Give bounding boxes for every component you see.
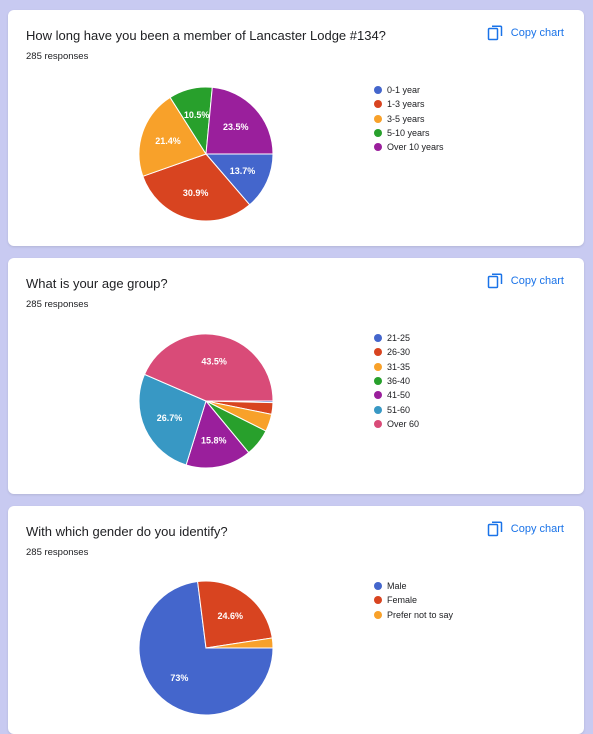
legend-label: 26-30 bbox=[387, 347, 411, 358]
legend-item-31-35: 31-35 bbox=[374, 360, 419, 374]
pie-slice-over-10-years bbox=[205, 86, 274, 155]
legend-label: 5-10 years bbox=[387, 128, 430, 139]
response-count: 285 responses bbox=[26, 299, 89, 310]
legend-swatch bbox=[374, 348, 382, 357]
legend-swatch bbox=[374, 114, 382, 123]
slice-label-female: 24.6% bbox=[217, 611, 243, 621]
slice-label-51-60: 26.7% bbox=[157, 413, 183, 423]
legend-swatch bbox=[374, 377, 382, 386]
legend-item-0-1-year: 0-1 year bbox=[374, 83, 444, 97]
legend-item-over-60: Over 60 bbox=[374, 417, 419, 431]
legend-item-prefer-not-to-say: Prefer not to say bbox=[374, 608, 453, 622]
legend-swatch bbox=[374, 582, 382, 591]
legend-label: 36-40 bbox=[387, 376, 411, 387]
pie-slice-51-60 bbox=[138, 373, 207, 466]
slice-label-over-10-years: 23.5% bbox=[223, 122, 249, 132]
pie-slice-3-5-years bbox=[138, 96, 207, 177]
legend-label: 41-50 bbox=[387, 390, 411, 401]
copy-icon bbox=[487, 273, 503, 289]
copy-chart-label: Copy chart bbox=[510, 27, 564, 39]
copy-chart-label: Copy chart bbox=[510, 275, 564, 287]
card-title: What is your age group? bbox=[26, 276, 168, 291]
slice-label-41-50: 15.8% bbox=[201, 435, 227, 445]
legend-swatch bbox=[374, 143, 382, 152]
copy-chart-button[interactable]: Copy chart bbox=[487, 25, 564, 41]
chart-card-gender: With which gender do you identify? 285 r… bbox=[8, 506, 584, 734]
legend-item-51-60: 51-60 bbox=[374, 402, 419, 416]
pie-slice-1-3-years bbox=[142, 153, 251, 222]
pie-slice-female bbox=[197, 580, 273, 649]
copy-icon bbox=[487, 521, 503, 537]
copy-chart-label: Copy chart bbox=[510, 523, 564, 535]
legend-swatch bbox=[374, 391, 382, 400]
legend-item-5-10-years: 5-10 years bbox=[374, 126, 444, 140]
legend-swatch bbox=[374, 362, 382, 371]
response-count: 285 responses bbox=[26, 547, 89, 558]
legend-label: 0-1 year bbox=[387, 85, 421, 96]
legend-age-group: 21-25 26-30 31-35 36-40 41-50 51-60 Over 60 bbox=[374, 331, 419, 431]
legend-label: 51-60 bbox=[387, 404, 411, 415]
legend-swatch bbox=[374, 405, 382, 414]
pie-slice-prefer-not-to-say bbox=[205, 637, 274, 649]
legend-swatch bbox=[374, 334, 382, 343]
pie-chart-membership: 13.7% 30.9% 21.4% 10.5% 23.5% bbox=[138, 86, 274, 222]
legend-label: Prefer not to say bbox=[387, 609, 454, 620]
legend-membership: 0-1 year 1-3 years 3-5 years 5-10 years Over… bbox=[374, 83, 444, 154]
legend-swatch bbox=[374, 596, 382, 605]
legend-swatch bbox=[374, 86, 382, 95]
copy-icon bbox=[487, 25, 503, 41]
legend-label: 31-35 bbox=[387, 361, 411, 372]
copy-chart-button[interactable]: Copy chart bbox=[487, 521, 564, 537]
legend-label: Over 60 bbox=[387, 418, 420, 429]
legend-item-26-30: 26-30 bbox=[374, 345, 419, 359]
legend-label: 3-5 years bbox=[387, 113, 425, 124]
legend-label: 1-3 years bbox=[387, 99, 425, 110]
pie-slice-41-50 bbox=[185, 399, 250, 469]
legend-item-over-10-years: Over 10 years bbox=[374, 140, 444, 154]
legend-item-21-25: 21-25 bbox=[374, 331, 419, 345]
card-title: How long have you been a member of Lanca… bbox=[26, 28, 386, 43]
slice-label-3-5-years: 21.4% bbox=[155, 136, 181, 146]
legend-label: 21-25 bbox=[387, 333, 411, 344]
legend-swatch bbox=[374, 419, 382, 428]
pie-chart-age-group: 15.8% 26.7% 43.5% bbox=[138, 333, 274, 469]
legend-item-3-5-years: 3-5 years bbox=[374, 112, 444, 126]
slice-label-male: 73% bbox=[170, 673, 188, 683]
slice-label-over-60: 43.5% bbox=[201, 357, 227, 367]
card-title: With which gender do you identify? bbox=[26, 524, 228, 539]
legend-item-41-50: 41-50 bbox=[374, 388, 419, 402]
legend-label: Over 10 years bbox=[387, 142, 444, 153]
pie-slice-over-60 bbox=[143, 333, 274, 402]
chart-card-age-group: What is your age group? 285 responses Co… bbox=[8, 258, 584, 494]
legend-swatch bbox=[374, 129, 382, 138]
legend-swatch bbox=[374, 100, 382, 109]
legend-label: Female bbox=[387, 595, 418, 606]
pie-chart-gender: 73% 24.6% bbox=[138, 580, 274, 716]
legend-gender: Male Female Prefer not to say bbox=[374, 579, 453, 622]
legend-item-male: Male bbox=[374, 579, 453, 593]
legend-item-female: Female bbox=[374, 593, 453, 607]
chart-card-membership: How long have you been a member of Lanca… bbox=[8, 10, 584, 246]
slice-label-5-10-years: 10.5% bbox=[184, 110, 210, 120]
legend-item-36-40: 36-40 bbox=[374, 374, 419, 388]
response-count: 285 responses bbox=[26, 51, 89, 62]
legend-swatch bbox=[374, 610, 382, 619]
legend-label: Male bbox=[387, 581, 407, 592]
slice-label-0-1-year: 13.7% bbox=[230, 166, 256, 176]
pie-slice-0-1-year bbox=[204, 153, 274, 206]
slice-label-1-3-years: 30.9% bbox=[183, 188, 209, 198]
copy-chart-button[interactable]: Copy chart bbox=[487, 273, 564, 289]
legend-item-1-3-years: 1-3 years bbox=[374, 97, 444, 111]
